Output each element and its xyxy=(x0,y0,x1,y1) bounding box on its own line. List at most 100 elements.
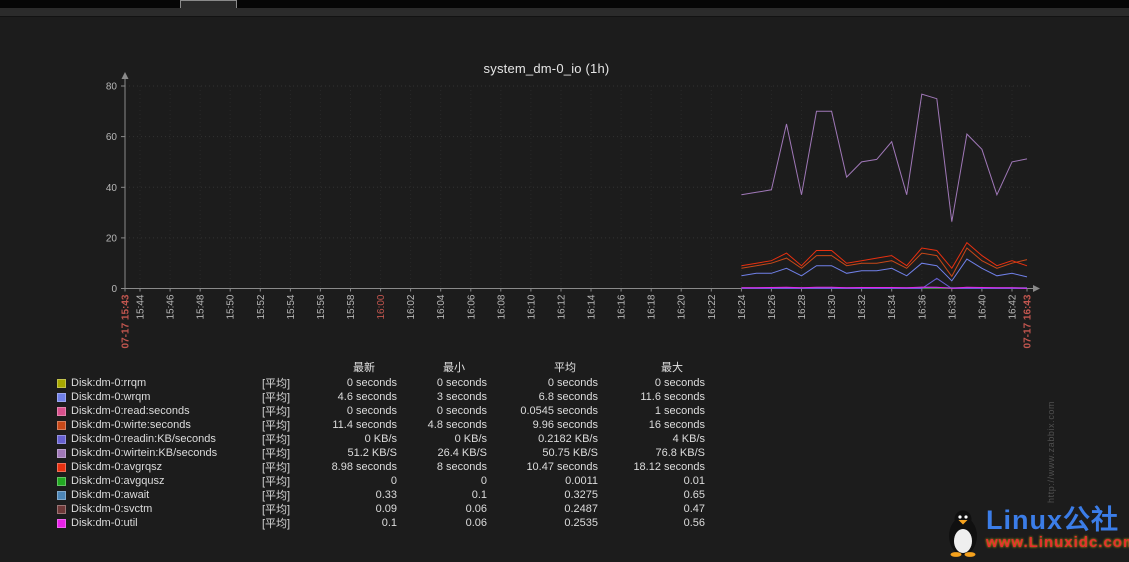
legend-row: Disk:dm-0:read:seconds [平均] 0 seconds 0 sec… xyxy=(0,403,705,418)
svg-text:15:58: 15:58 xyxy=(346,294,357,319)
legend-table: 最新 最小 平均 最大 Disk:dm-0:rrqm [平均] 0 seconds 0… xyxy=(0,359,705,530)
series-mode: [平均] xyxy=(262,420,291,432)
site-logo-text: Linux公社 www.Linuxidc.com xyxy=(986,505,1129,552)
legend-row: Disk:dm-0:avgrqsz [平均] 8.98 seconds 8 secon… xyxy=(0,459,705,474)
series-max: 0.56 xyxy=(683,517,705,529)
series-max: 0 seconds xyxy=(654,377,705,389)
series-label: Disk:dm-0:avgqusz xyxy=(71,475,165,487)
series-latest: 0 xyxy=(390,475,397,487)
series-label: Disk:dm-0:wrqm xyxy=(71,391,151,403)
svg-text:16:34: 16:34 xyxy=(887,294,898,319)
series-label: Disk:dm-0:await xyxy=(71,489,150,501)
series-mode: [平均] xyxy=(262,406,291,418)
svg-text:16:24: 16:24 xyxy=(737,294,748,319)
series-label: Disk:dm-0:read:seconds xyxy=(71,405,190,417)
series-min: 0 xyxy=(480,475,487,487)
series-avg: 0.3275 xyxy=(564,489,598,501)
series-color-swatch xyxy=(57,518,66,528)
legend-header-latest: 最新 xyxy=(353,362,375,374)
series-avg: 9.96 seconds xyxy=(532,419,598,431)
series-latest: 0.1 xyxy=(381,517,397,529)
svg-text:15:48: 15:48 xyxy=(196,294,207,319)
series-color-swatch xyxy=(57,434,66,444)
series-color-swatch xyxy=(57,462,66,472)
tux-penguin-icon xyxy=(944,507,982,562)
legend-row: Disk:dm-0:wrqm [平均] 4.6 seconds 3 seconds 6.… xyxy=(0,389,705,404)
legend-header-max: 最大 xyxy=(661,362,683,374)
browser-tab[interactable] xyxy=(180,0,237,8)
series-min: 4.8 seconds xyxy=(427,419,487,431)
svg-text:16:00: 16:00 xyxy=(376,294,387,319)
series-min: 0 seconds xyxy=(436,405,487,417)
series-latest: 0 seconds xyxy=(346,377,397,389)
top-chrome-bar xyxy=(0,0,1129,8)
svg-text:16:14: 16:14 xyxy=(587,294,598,319)
series-color-swatch xyxy=(57,504,66,514)
svg-text:15:56: 15:56 xyxy=(316,294,327,319)
series-latest: 0.33 xyxy=(375,489,397,501)
series-color-swatch xyxy=(57,490,66,500)
series-latest: 8.98 seconds xyxy=(331,461,397,473)
svg-text:16:02: 16:02 xyxy=(406,294,417,319)
legend-header-row: 最新 最小 平均 最大 xyxy=(0,359,705,375)
legend-header-min: 最小 xyxy=(443,362,465,374)
svg-text:0: 0 xyxy=(111,284,117,295)
series-mode: [平均] xyxy=(262,434,291,446)
svg-text:16:20: 16:20 xyxy=(677,294,688,319)
series-latest: 0.09 xyxy=(375,503,397,515)
series-label: Disk:dm-0:svctm xyxy=(71,503,153,515)
series-color-swatch xyxy=(57,378,66,388)
series-mode: [平均] xyxy=(262,476,291,488)
series-avg: 10.47 seconds xyxy=(526,461,598,473)
series-max: 1 seconds xyxy=(654,405,705,417)
series-avg: 0.2182 KB/s xyxy=(538,433,598,445)
series-label: Disk:dm-0:readin:KB/seconds xyxy=(71,433,216,445)
legend-row: Disk:dm-0:util [平均] 0.1 0.06 0.2535 0.56 xyxy=(0,515,705,530)
series-min: 0.06 xyxy=(465,517,487,529)
legend-row: Disk:dm-0:rrqm [平均] 0 seconds 0 seconds 0 se… xyxy=(0,375,705,390)
series-label: Disk:dm-0:wirtein:KB/seconds xyxy=(71,447,218,459)
brand-name-latin: Linux xyxy=(986,505,1063,535)
series-max: 0.01 xyxy=(683,475,705,487)
svg-text:16:28: 16:28 xyxy=(797,294,808,319)
svg-text:15:46: 15:46 xyxy=(166,294,177,319)
zabbix-watermark: http://www.zabbix.com xyxy=(1046,400,1056,503)
legend-row: Disk:dm-0:svctm [平均] 0.09 0.06 0.2487 0.47 xyxy=(0,501,705,516)
series-avg: 0 seconds xyxy=(547,377,598,389)
series-latest: 4.6 seconds xyxy=(337,391,397,403)
series-avg: 0.0011 xyxy=(565,475,598,487)
graph-title: system_dm-0_io (1h) xyxy=(483,61,610,76)
series-min: 0 seconds xyxy=(436,377,487,389)
series-min: 8 seconds xyxy=(436,461,487,473)
series-label: Disk:dm-0:rrqm xyxy=(71,377,147,389)
series-color-swatch xyxy=(57,420,66,430)
svg-text:16:12: 16:12 xyxy=(557,294,568,319)
svg-text:07-17 16:43: 07-17 16:43 xyxy=(1023,294,1034,348)
svg-text:15:44: 15:44 xyxy=(136,294,147,319)
series-min: 26.4 KB/S xyxy=(437,447,487,459)
site-logo: Linux公社 www.Linuxidc.com xyxy=(944,507,1129,562)
svg-text:07-17 15:43: 07-17 15:43 xyxy=(121,294,132,348)
svg-text:80: 80 xyxy=(106,82,118,93)
svg-text:15:52: 15:52 xyxy=(256,294,267,319)
series-mode: [平均] xyxy=(262,448,291,460)
series-min: 0 KB/s xyxy=(454,433,487,445)
svg-text:16:36: 16:36 xyxy=(917,294,928,319)
series-max: 0.65 xyxy=(683,489,705,501)
svg-text:16:30: 16:30 xyxy=(827,294,838,319)
legend-rows: Disk:dm-0:rrqm [平均] 0 seconds 0 seconds 0 se… xyxy=(0,375,705,530)
series-avg: 0.0545 seconds xyxy=(520,405,598,417)
svg-text:15:50: 15:50 xyxy=(226,294,237,319)
svg-text:16:42: 16:42 xyxy=(1008,294,1019,319)
svg-text:40: 40 xyxy=(106,183,118,194)
series-avg: 0.2487 xyxy=(564,503,598,515)
series-mode: [平均] xyxy=(262,462,291,474)
series-min: 3 seconds xyxy=(436,391,487,403)
series-max: 11.6 seconds xyxy=(640,391,705,403)
series-color-swatch xyxy=(57,392,66,402)
svg-text:16:10: 16:10 xyxy=(526,294,537,319)
series-latest: 0 KB/s xyxy=(364,433,397,445)
brand-name-cjk: 公社 xyxy=(1063,505,1119,535)
series-avg: 0.2535 xyxy=(564,517,598,529)
series-mode: [平均] xyxy=(262,392,291,404)
